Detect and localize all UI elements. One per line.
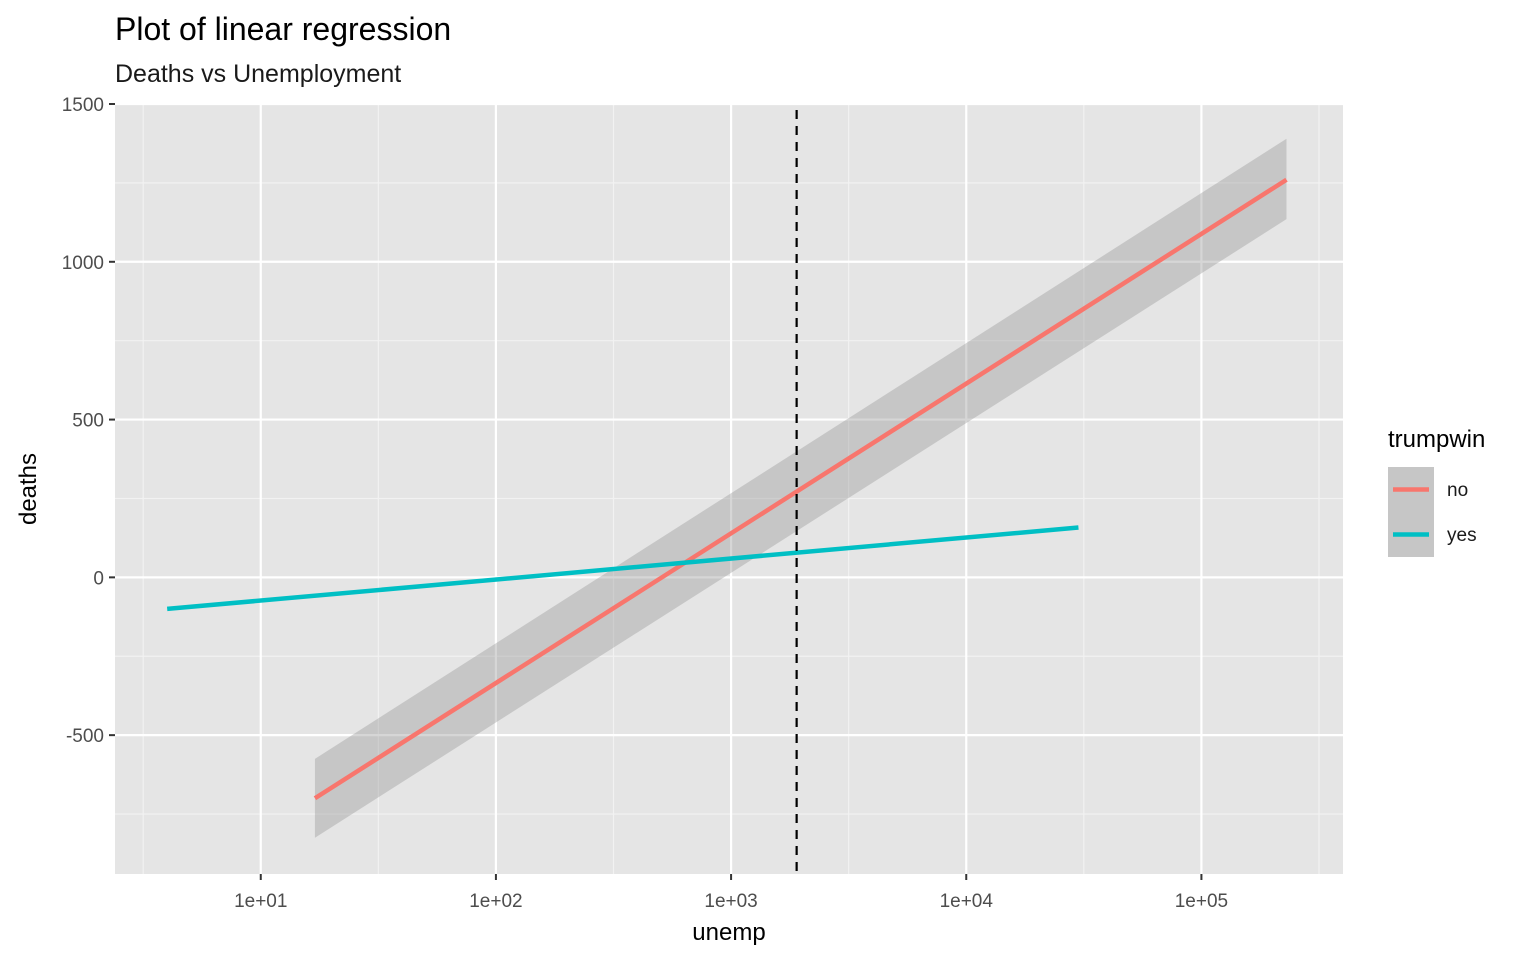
y-tick-label: 1000 [62, 253, 104, 274]
y-axis-title: deaths [15, 453, 42, 525]
regression-line-yes [166, 525, 1079, 612]
x-tick-label: 1e+01 [234, 891, 287, 912]
legend-label-yes: yes [1447, 525, 1477, 546]
y-tick-label: 1500 [62, 95, 104, 116]
y-tick-label: 0 [93, 568, 104, 589]
legend-label-no: no [1447, 480, 1468, 501]
x-axis: 1e+01 1e+02 1e+03 1e+04 1e+05 [234, 874, 1228, 912]
x-tick-label: 1e+02 [469, 891, 522, 912]
y-tick-label: 500 [72, 411, 104, 432]
chart-title: Plot of linear regression [115, 11, 451, 47]
plot-panel [115, 104, 1343, 874]
regression-lines [166, 177, 1288, 801]
chart-subtitle: Deaths vs Unemployment [115, 60, 401, 88]
x-axis-title: unemp [692, 919, 765, 946]
regression-line-no [313, 177, 1288, 801]
y-axis: -500 0 500 1000 1500 [62, 95, 115, 747]
legend: trumpwin no yes [1388, 426, 1485, 557]
legend-title: trumpwin [1388, 426, 1485, 453]
x-tick-label: 1e+04 [940, 891, 994, 912]
x-tick-label: 1e+05 [1175, 891, 1228, 912]
legend-keys: no yes [1388, 467, 1477, 557]
x-tick-label: 1e+03 [704, 891, 757, 912]
minor-gridlines [115, 104, 1343, 874]
major-gridlines [115, 102, 1343, 874]
y-tick-label: -500 [66, 726, 104, 747]
